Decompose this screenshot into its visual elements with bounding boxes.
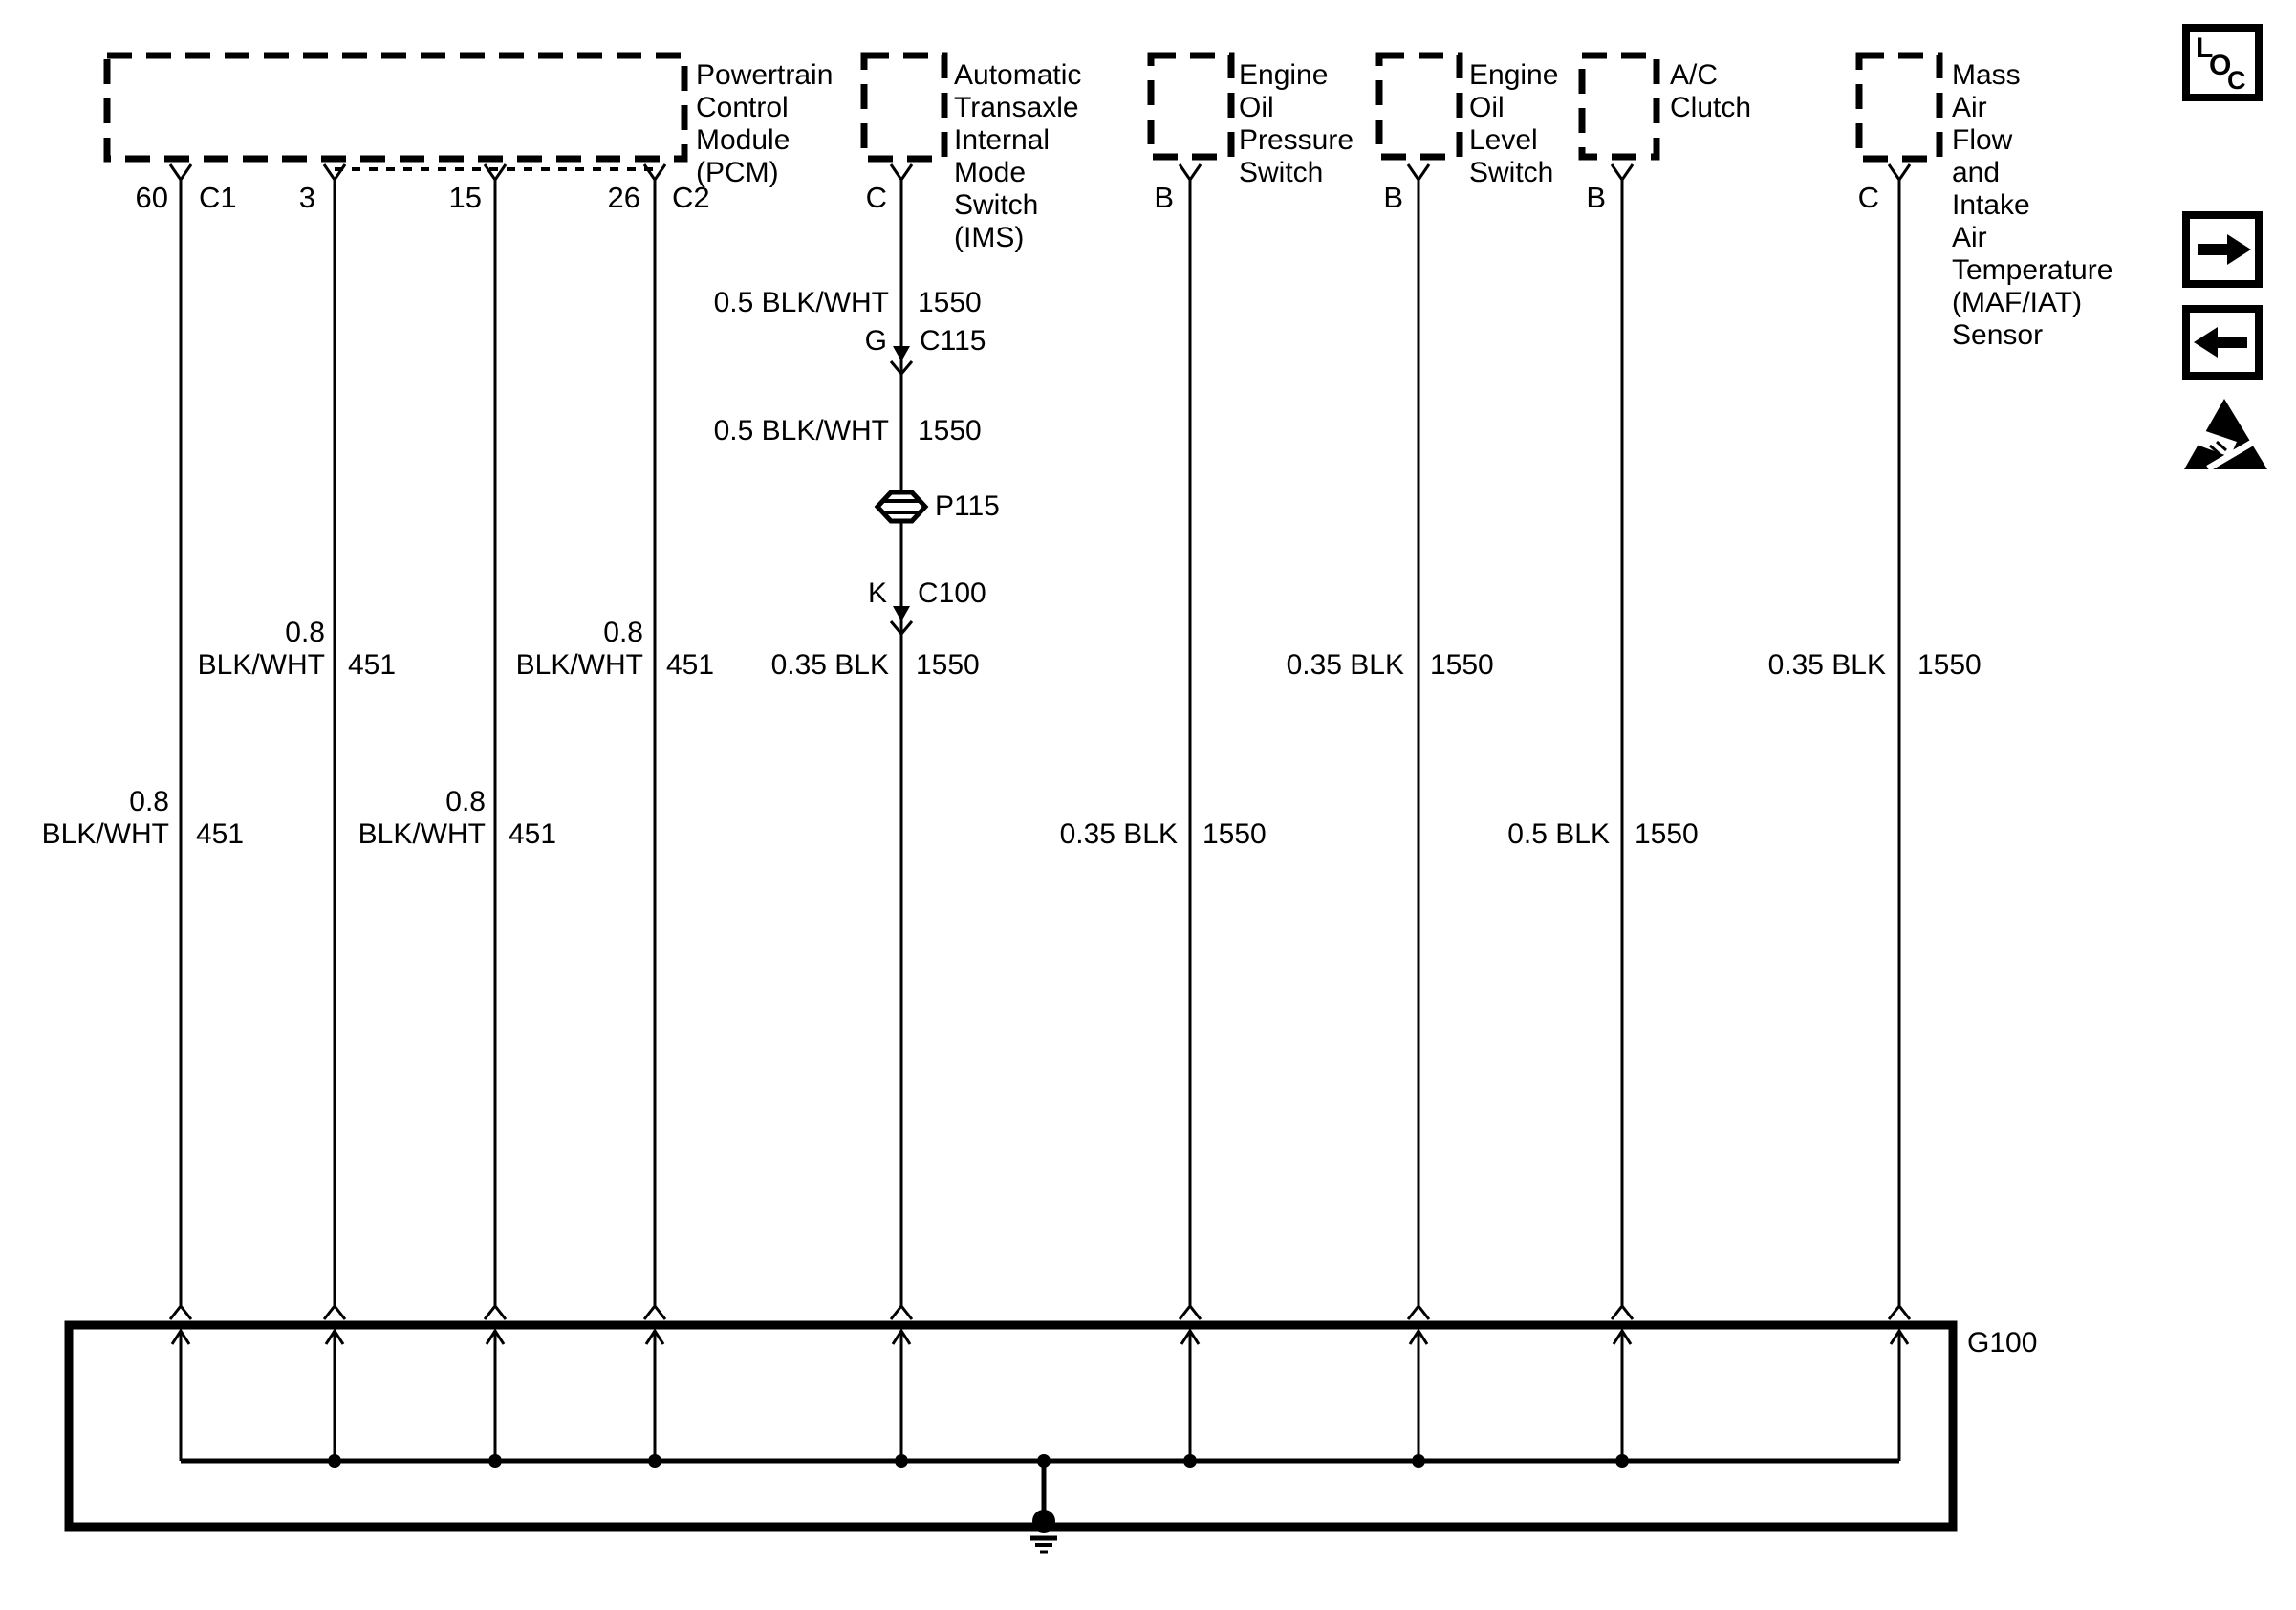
ac-clutch-label: A/C Clutch: [1670, 59, 1752, 123]
wire-ac-clutch: [1610, 163, 1635, 1461]
c115-pin-label: G: [864, 325, 887, 357]
wire-pcm-15: [483, 163, 508, 1461]
wire-circuit-maf: 1550: [1917, 649, 1982, 681]
right-arrow-icon: [2198, 234, 2251, 265]
pin-label-oil-pressure-b: B: [1154, 181, 1174, 214]
ground-bus-junction-dots: [328, 1454, 1629, 1468]
wire-circuit-pcm26: 451: [666, 649, 715, 681]
ims-label: Automatic Transaxle Internal Mode Switch…: [954, 59, 1082, 253]
pin-label-15: 15: [448, 181, 482, 214]
pin-label-maf-c: C: [1857, 181, 1879, 214]
wire-circuit-ims-middle: 1550: [918, 415, 982, 446]
loc-letter-c: C: [2227, 66, 2246, 95]
wire-oil-pressure: [1178, 163, 1202, 1461]
wire-pcm-3: [322, 163, 347, 1461]
g100-ground-label: G100: [1967, 1327, 2038, 1359]
wire-oil-level: [1406, 163, 1431, 1461]
wire-circuit-ac-clutch: 1550: [1635, 818, 1699, 850]
wire-spec-ims-middle: 0.5 BLK/WHT: [713, 415, 889, 446]
c100-connector-arrow: [893, 606, 910, 621]
pin-label-ims-c: C: [865, 181, 887, 214]
oil-pressure-label: Engine Oil Pressure Switch: [1239, 59, 1354, 188]
wire-ims: [874, 163, 929, 1461]
esd-warning-icon: [2184, 399, 2267, 472]
pin-label-26: 26: [607, 181, 640, 214]
previous-page-button[interactable]: [2182, 305, 2263, 380]
pin-label-ac-clutch-b: B: [1586, 181, 1606, 214]
wire-spec-pcm26: 0.8 BLK/WHT: [515, 617, 643, 681]
next-page-button[interactable]: [2182, 211, 2263, 288]
c100-connector-chevron: [889, 620, 914, 637]
wire-spec-pcm3: 0.8 BLK/WHT: [197, 617, 325, 681]
c100-pin-label: K: [867, 577, 887, 609]
loc-button[interactable]: [2182, 24, 2263, 101]
wire-circuit-pcm15: 451: [509, 818, 557, 850]
c115-label: C115: [920, 325, 986, 357]
wire-pcm-60: [168, 163, 193, 1461]
wire-spec-ac-clutch: 0.5 BLK: [1507, 818, 1610, 850]
pin-label-oil-level-b: B: [1383, 181, 1403, 214]
pin-label-3: 3: [298, 181, 315, 214]
c100-label: C100: [918, 577, 986, 609]
wire-circuit-ims-lower: 1550: [916, 649, 980, 681]
maf-iat-label: Mass Air Flow and Intake Air Temperature…: [1952, 59, 2113, 351]
g100-ground-box: [64, 1320, 1958, 1532]
p115-splice-symbol: [874, 490, 929, 524]
oil-level-switch-box: [1375, 52, 1463, 161]
oil-level-label: Engine Oil Level Switch: [1469, 59, 1559, 188]
g100-ground-symbol: [1030, 1461, 1057, 1554]
wire-maf: [1887, 163, 1912, 1461]
pcm-label: Powertrain Control Module (PCM): [696, 59, 834, 188]
p115-splice-label: P115: [935, 490, 1000, 522]
wire-spec-oil-level: 0.35 BLK: [1286, 649, 1404, 681]
oil-pressure-switch-box: [1147, 52, 1235, 161]
wire-circuit-oil-pressure: 1550: [1202, 818, 1267, 850]
loc-letter-l: L: [2196, 33, 2214, 64]
c115-connector-arrow: [893, 346, 910, 361]
wire-circuit-pcm60: 451: [196, 818, 245, 850]
ims-box: [860, 52, 948, 163]
pin-label-60: 60: [135, 181, 168, 214]
wire-spec-pcm60: 0.8 BLK/WHT: [41, 786, 169, 850]
left-arrow-icon: [2194, 327, 2247, 358]
pcm-box: [103, 52, 688, 163]
wire-spec-ims-upper: 0.5 BLK/WHT: [713, 287, 889, 318]
wire-pcm-26: [642, 163, 667, 1461]
wire-spec-ims-lower: 0.35 BLK: [770, 649, 889, 681]
connector-label-c2: C2: [672, 181, 710, 214]
loc-letter-o: O: [2209, 50, 2232, 81]
wire-circuit-oil-level: 1550: [1430, 649, 1494, 681]
c115-connector-chevron: [889, 360, 914, 377]
connector-label-c1: C1: [199, 181, 237, 214]
ac-clutch-box: [1578, 52, 1660, 161]
wire-circuit-ims-upper: 1550: [918, 287, 982, 318]
wire-spec-oil-pressure: 0.35 BLK: [1059, 818, 1178, 850]
wire-spec-pcm15: 0.8 BLK/WHT: [357, 786, 486, 850]
wire-spec-maf: 0.35 BLK: [1767, 649, 1886, 681]
maf-iat-box: [1855, 52, 1943, 163]
wire-circuit-pcm3: 451: [348, 649, 397, 681]
